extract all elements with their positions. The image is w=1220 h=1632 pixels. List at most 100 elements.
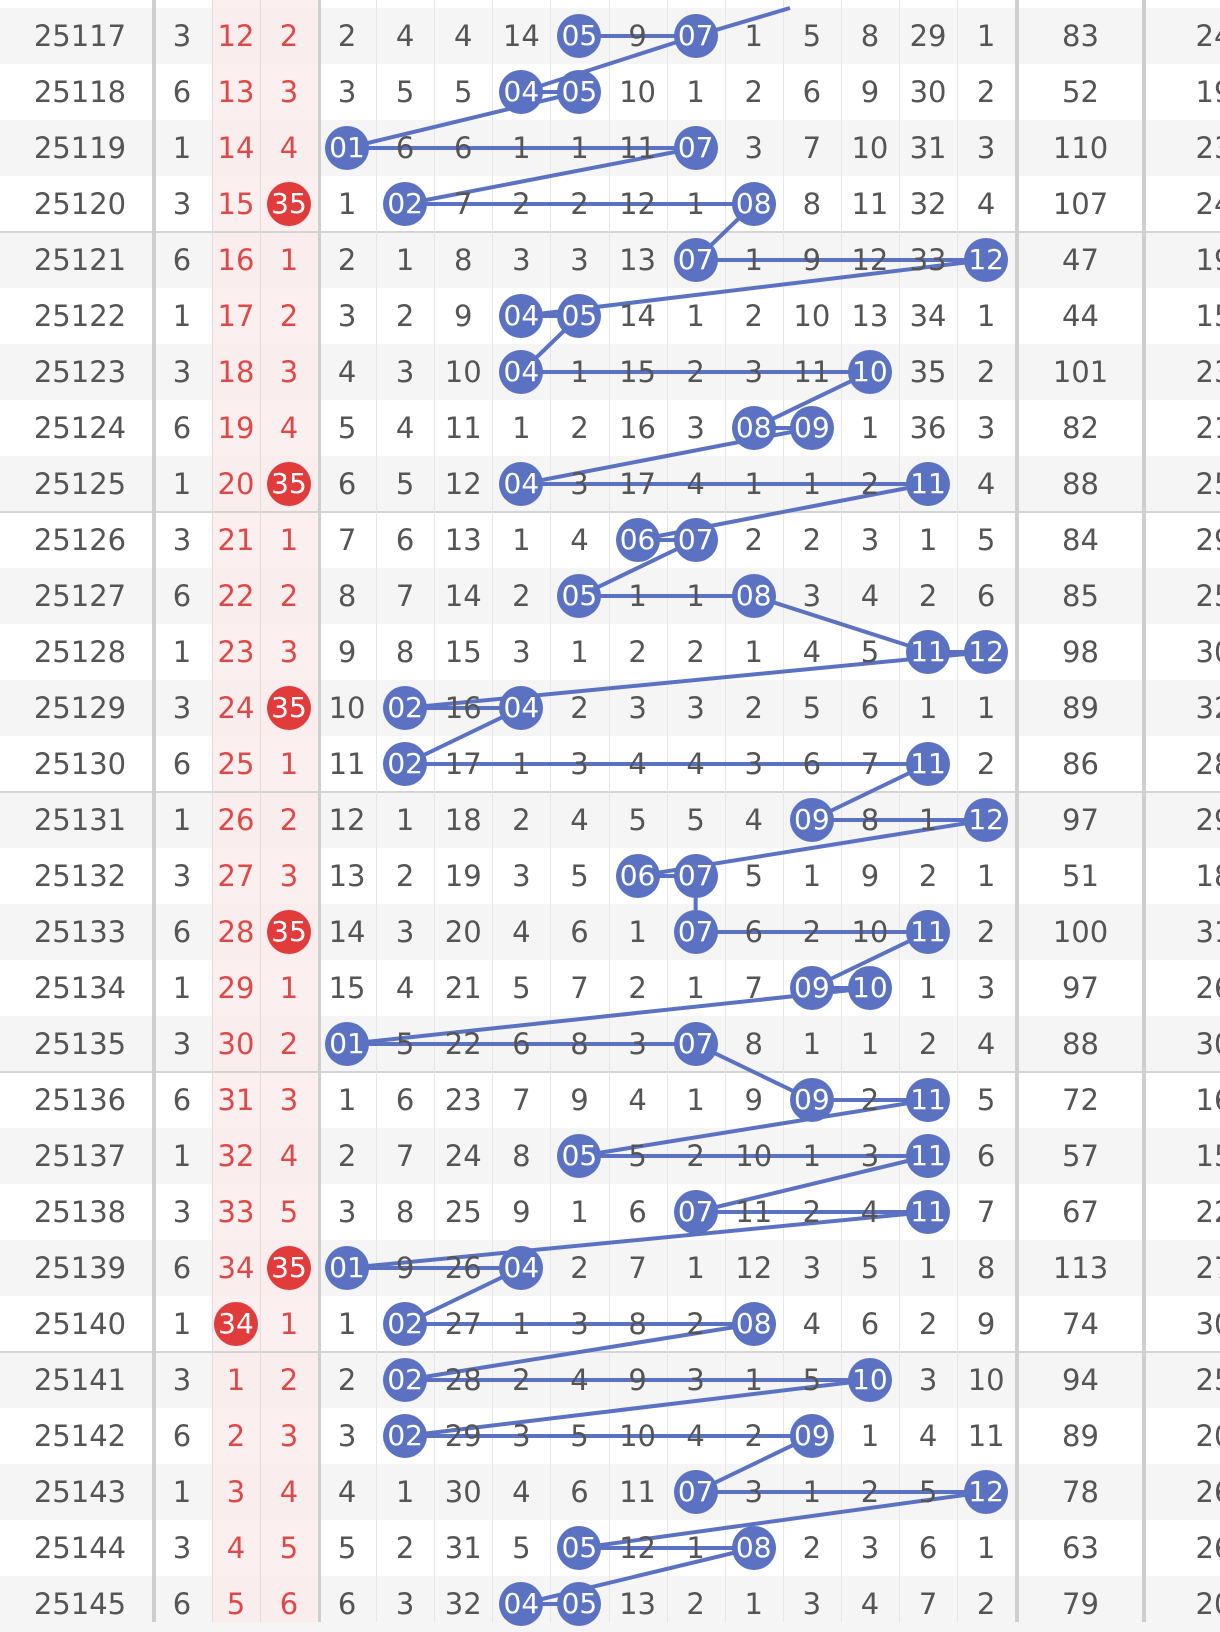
miss-value: 3 <box>918 1363 938 1397</box>
red-miss-value: 12 <box>217 19 255 53</box>
tail-value: 25 <box>1195 1363 1220 1397</box>
miss-value: 5 <box>570 1419 589 1453</box>
miss-value: 2 <box>802 915 822 949</box>
sum-value: 97 <box>1062 803 1099 837</box>
red-ball: 35 <box>267 686 311 730</box>
red-miss-value: 13 <box>217 75 255 109</box>
miss-value: 1 <box>976 859 996 893</box>
sum-value: 51 <box>1062 859 1099 893</box>
miss-value: 26 <box>444 1251 482 1285</box>
blue-ball: 11 <box>906 1078 951 1122</box>
miss-value: 10 <box>735 1139 773 1173</box>
tail-value: 30 <box>1195 1307 1220 1341</box>
miss-value: 12 <box>619 1531 656 1565</box>
blue-ball: 02 <box>383 1302 428 1346</box>
interval-value: 1 <box>172 803 192 837</box>
miss-value: 2 <box>395 299 415 333</box>
miss-value: 4 <box>337 355 357 389</box>
interval-value: 1 <box>172 1475 192 1509</box>
tail-value: 16 <box>1195 1083 1220 1117</box>
miss-value: 1 <box>512 523 531 557</box>
interval-value: 6 <box>172 1587 192 1621</box>
miss-value: 15 <box>619 355 656 389</box>
miss-value: 8 <box>744 1027 763 1061</box>
red-miss-value: 30 <box>217 1027 255 1061</box>
miss-value: 2 <box>337 1139 357 1173</box>
miss-value: 5 <box>395 75 415 109</box>
column-divider <box>608 0 610 1622</box>
miss-value: 10 <box>328 691 366 725</box>
miss-value: 9 <box>337 635 357 669</box>
miss-value: 1 <box>976 19 996 53</box>
blue-ball: 01 <box>325 126 370 170</box>
miss-value: 5 <box>744 859 763 893</box>
miss-value: 3 <box>337 1195 357 1229</box>
miss-value: 3 <box>802 579 822 613</box>
miss-value: 2 <box>860 1083 880 1117</box>
red-miss-value: 14 <box>217 131 255 165</box>
red-miss-value: 4 <box>279 131 299 165</box>
miss-value: 1 <box>860 411 880 445</box>
sum-value: 107 <box>1052 187 1109 221</box>
red-miss-value: 3 <box>279 355 299 389</box>
miss-value: 22 <box>444 1027 482 1061</box>
miss-value: 4 <box>454 19 473 53</box>
blue-ball: 04 <box>499 686 544 730</box>
blue-ball: 05 <box>557 14 602 58</box>
miss-value: 6 <box>395 523 415 557</box>
tail-value: 24 <box>1195 19 1220 53</box>
miss-value: 20 <box>444 915 482 949</box>
blue-ball: 02 <box>383 1414 428 1458</box>
sum-value: 94 <box>1062 1363 1099 1397</box>
blue-ball: 01 <box>325 1022 370 1066</box>
interval-value: 6 <box>172 243 192 277</box>
blue-ball: 05 <box>557 1526 602 1570</box>
miss-value: 3 <box>570 747 589 781</box>
miss-value: 1 <box>686 299 705 333</box>
miss-value: 4 <box>860 1587 880 1621</box>
issue-number: 25141 <box>33 1363 127 1397</box>
miss-value: 2 <box>976 1587 996 1621</box>
miss-value: 6 <box>744 915 763 949</box>
miss-value: 18 <box>444 803 482 837</box>
column-divider <box>666 0 668 1622</box>
miss-value: 2 <box>337 19 357 53</box>
red-miss-value: 20 <box>217 467 255 501</box>
tail-value: 26 <box>1195 1531 1220 1565</box>
blue-ball: 07 <box>673 14 718 58</box>
miss-value: 1 <box>686 1083 705 1117</box>
blue-ball: 11 <box>906 1134 951 1178</box>
blue-ball: 10 <box>847 350 892 394</box>
miss-value: 7 <box>512 1083 531 1117</box>
miss-value: 1 <box>570 131 589 165</box>
miss-value: 11 <box>328 747 366 781</box>
miss-value: 2 <box>628 971 647 1005</box>
tail-value: 29 <box>1195 523 1220 557</box>
issue-number: 25127 <box>33 579 127 613</box>
miss-value: 3 <box>802 1587 822 1621</box>
tail-value: 20 <box>1195 1419 1220 1453</box>
miss-value: 4 <box>976 187 996 221</box>
miss-value: 4 <box>395 411 415 445</box>
issue-number: 25145 <box>33 1587 127 1621</box>
miss-value: 3 <box>802 1251 822 1285</box>
red-miss-value: 3 <box>226 1475 246 1509</box>
miss-value: 1 <box>802 1139 822 1173</box>
miss-value: 6 <box>337 1587 357 1621</box>
miss-value: 11 <box>793 355 831 389</box>
miss-value: 9 <box>802 243 822 277</box>
miss-value: 2 <box>395 1531 415 1565</box>
issue-number: 25134 <box>33 971 127 1005</box>
miss-value: 1 <box>686 187 705 221</box>
miss-value: 3 <box>976 131 996 165</box>
miss-value: 10 <box>793 299 831 333</box>
red-miss-value: 3 <box>279 1083 299 1117</box>
sum-value: 110 <box>1052 131 1109 165</box>
miss-value: 1 <box>512 131 531 165</box>
blue-ball: 10 <box>847 966 892 1010</box>
column-divider <box>1142 0 1146 1622</box>
miss-value: 10 <box>444 355 482 389</box>
blue-ball: 11 <box>906 742 951 786</box>
miss-value: 30 <box>909 75 947 109</box>
miss-value: 8 <box>976 1251 996 1285</box>
